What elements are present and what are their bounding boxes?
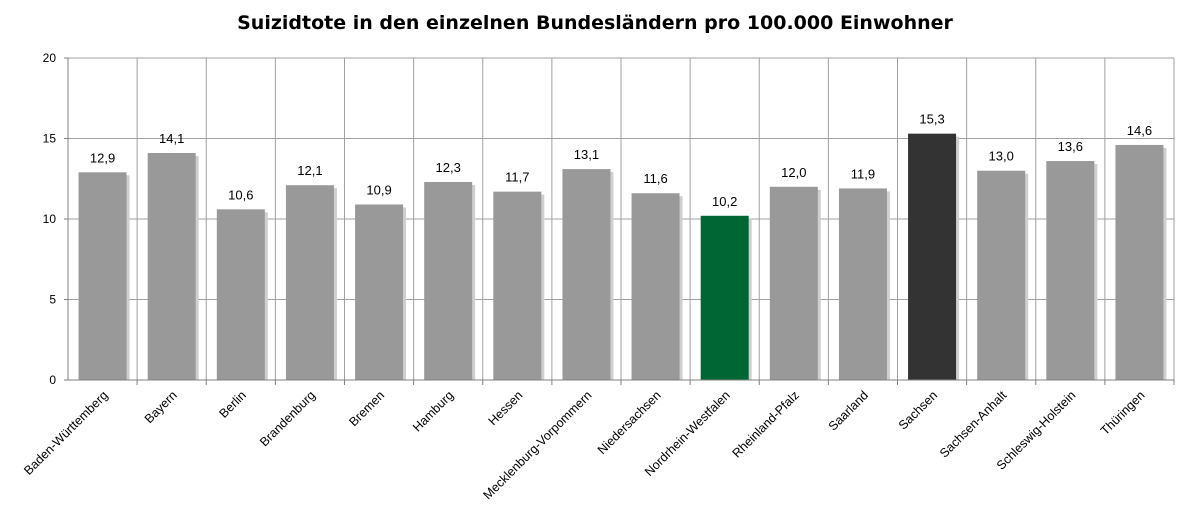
data-label: 13,1 bbox=[574, 147, 599, 162]
y-tick-label: 5 bbox=[49, 293, 56, 307]
category-label: Bayern bbox=[142, 388, 180, 426]
category-label: Schleswig-Holstein bbox=[994, 388, 1079, 473]
data-label: 12,1 bbox=[297, 163, 322, 178]
bar-mecklenburg-vorpommern bbox=[562, 169, 611, 380]
bar-sachsen-anhalt bbox=[977, 170, 1026, 380]
bar-brandenburg bbox=[285, 185, 334, 380]
bar-saarland bbox=[838, 188, 887, 380]
data-label: 13,6 bbox=[1058, 139, 1083, 154]
data-label: 14,6 bbox=[1127, 123, 1152, 138]
category-label: Hessen bbox=[486, 388, 526, 428]
bar-baden-württemberg bbox=[78, 172, 127, 380]
data-label: 11,6 bbox=[643, 171, 667, 186]
category-label: Berlin bbox=[216, 388, 249, 421]
data-label: 10,9 bbox=[366, 183, 391, 198]
data-label: 12,0 bbox=[781, 165, 806, 180]
bar-bremen bbox=[355, 204, 404, 380]
category-label: Rheinland-Pfalz bbox=[730, 388, 802, 460]
category-label: Bremen bbox=[346, 388, 387, 429]
category-label: Sachsen-Anhalt bbox=[937, 388, 1010, 461]
bar-bayern bbox=[147, 152, 196, 380]
category-label: Hamburg bbox=[410, 388, 456, 434]
data-label: 12,3 bbox=[436, 160, 461, 175]
category-label: Niedersachsen bbox=[595, 388, 664, 457]
data-label: 15,3 bbox=[919, 112, 944, 127]
bar-nordrhein-westfalen bbox=[700, 215, 749, 380]
data-label: 10,6 bbox=[228, 187, 253, 202]
data-labels: 12,9 14,1 10,6 12,1 10,9 12,3 11,7 13,1 11,6 10,2… bbox=[90, 112, 1152, 209]
bar-niedersachsen bbox=[631, 193, 680, 380]
data-label: 13,0 bbox=[989, 149, 1014, 164]
data-label: 12,9 bbox=[90, 150, 115, 165]
y-tick-label: 10 bbox=[43, 212, 57, 226]
x-axis-category-labels: Baden-Württemberg Bayern Berlin Brandenburg… bbox=[21, 388, 1147, 502]
bar-sachsen bbox=[908, 133, 957, 380]
data-label: 10,2 bbox=[712, 194, 737, 209]
bar-berlin bbox=[216, 209, 265, 380]
y-tick-label: 0 bbox=[49, 373, 56, 387]
y-axis-ticks: 0 5 10 15 20 bbox=[43, 51, 68, 387]
chart-title: Suizidtote in den einzelnen Bundesländer… bbox=[237, 12, 953, 34]
bar-schleswig-holstein bbox=[1046, 161, 1095, 380]
bar-rheinland-pfalz bbox=[769, 186, 818, 380]
axes bbox=[67, 58, 1175, 385]
bar-hessen bbox=[493, 191, 542, 380]
bar-hamburg bbox=[424, 181, 473, 380]
category-label: Brandenburg bbox=[257, 388, 318, 449]
grid-lines bbox=[68, 57, 1175, 380]
category-label: Thüringen bbox=[1098, 388, 1148, 438]
bar-thüringen bbox=[1115, 144, 1164, 380]
category-label: Saarland bbox=[826, 388, 871, 433]
data-label: 11,7 bbox=[505, 170, 529, 185]
category-label: Baden-Württemberg bbox=[21, 388, 111, 478]
bars bbox=[78, 133, 1167, 380]
data-label: 14,1 bbox=[159, 131, 184, 146]
y-tick-label: 15 bbox=[43, 132, 57, 146]
data-label: 11,9 bbox=[851, 166, 875, 181]
category-label: Sachsen bbox=[896, 388, 940, 432]
y-tick-label: 20 bbox=[43, 51, 57, 65]
